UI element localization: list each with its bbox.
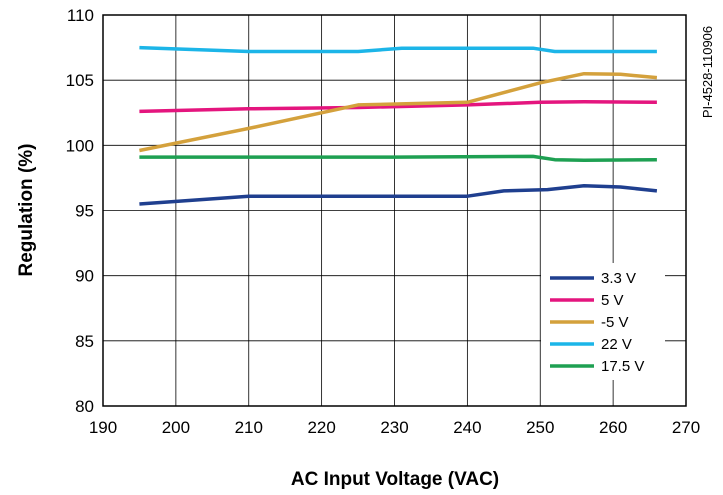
y-tick-label: 95 [75, 202, 94, 221]
y-tick-label: 105 [66, 71, 94, 90]
x-tick-label: 230 [380, 418, 408, 437]
legend-label: 17.5 V [601, 358, 644, 375]
legend-entries: 3.3 V 5 V -5 V 22 V 17.5 V [550, 270, 644, 375]
legend-label: 5 V [601, 292, 624, 309]
legend-label: 3.3 V [601, 270, 636, 287]
x-tick-label: 260 [599, 418, 627, 437]
series-lines [139, 45, 658, 206]
series-line-17-5-v [139, 154, 657, 163]
series-line-22-v [139, 45, 657, 54]
y-tick-label: 80 [75, 397, 94, 416]
x-tick-label: 250 [526, 418, 554, 437]
x-tick-label: 210 [235, 418, 263, 437]
x-tick-label: 270 [672, 418, 700, 437]
x-tick-label: 200 [162, 418, 190, 437]
y-axis-title: Regulation (%) [16, 144, 37, 277]
y-tick-label: 110 [67, 6, 94, 25]
legend: 3.3 V 5 V -5 V 22 V 17.5 V [541, 263, 665, 380]
legend-label: 22 V [601, 336, 632, 353]
y-tick-labels: 80 85 90 95 100 105 110 [66, 6, 94, 416]
x-tick-labels: 190 200 210 220 230 240 250 260 270 [89, 418, 700, 437]
series-line-5-v [139, 71, 658, 153]
y-tick-label: 85 [75, 332, 94, 351]
plot-frame [102, 14, 687, 407]
x-tick-label: 240 [453, 418, 481, 437]
x-tick-label: 220 [307, 418, 335, 437]
series-line-5-v [139, 99, 657, 114]
x-axis-title: AC Input Voltage (VAC) [291, 469, 499, 490]
y-tick-label: 100 [66, 136, 94, 155]
figure-id-label: PI-4528-110906 [700, 26, 715, 118]
x-tick-label: 190 [89, 418, 117, 437]
y-tick-label: 90 [75, 267, 94, 286]
legend-label: -5 V [601, 314, 629, 331]
series-line-3-3-v [139, 183, 658, 206]
